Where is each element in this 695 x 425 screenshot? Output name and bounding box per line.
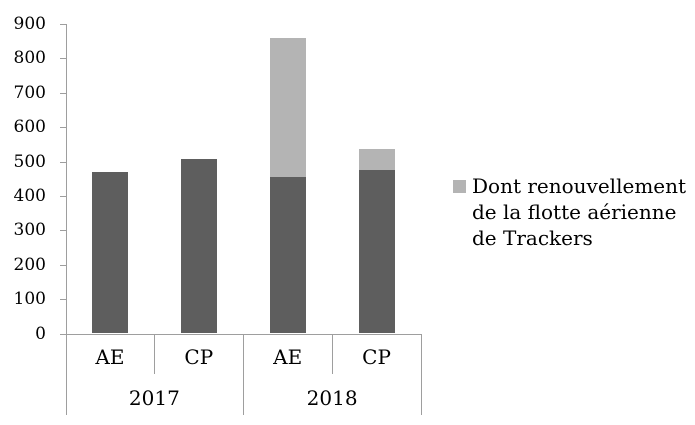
year-label: 2018 bbox=[306, 386, 358, 410]
legend-swatch bbox=[453, 180, 466, 193]
year-label: 2017 bbox=[128, 386, 180, 410]
category-separator-major bbox=[243, 333, 245, 415]
legend-line-1: Dont renouvellement bbox=[472, 174, 687, 198]
bar-segment-base bbox=[180, 158, 217, 334]
y-tick-label: 300 bbox=[13, 220, 46, 241]
bar-segment-base bbox=[91, 171, 128, 334]
category-label: CP bbox=[184, 345, 214, 369]
y-tick-mark bbox=[59, 264, 66, 266]
y-tick-mark bbox=[59, 24, 66, 25]
legend-line-2: de la flotte aérienne bbox=[472, 200, 677, 224]
y-tick-label: 900 bbox=[13, 14, 46, 34]
bar-segment-base bbox=[269, 177, 306, 334]
y-tick-label: 800 bbox=[13, 48, 46, 69]
y-tick-mark bbox=[59, 127, 66, 129]
category-separator-major bbox=[421, 333, 422, 415]
y-tick-label: 200 bbox=[13, 254, 46, 275]
category-label: AE bbox=[273, 345, 303, 369]
y-tick-mark bbox=[59, 299, 66, 301]
y-tick-label: 600 bbox=[13, 117, 46, 138]
y-tick-mark bbox=[59, 58, 66, 60]
y-tick-label: 0 bbox=[35, 323, 46, 344]
category-separator-minor bbox=[154, 333, 156, 374]
y-tick-mark bbox=[59, 161, 66, 163]
legend-label: Dont renouvellement de la flotte aérienn… bbox=[472, 173, 686, 251]
y-tick-label: 100 bbox=[13, 289, 46, 310]
y-tick-mark bbox=[59, 195, 66, 197]
bar-segment-trackers bbox=[358, 148, 395, 171]
y-tick-label: 500 bbox=[13, 151, 46, 172]
y-axis-line bbox=[65, 24, 67, 415]
y-tick-mark bbox=[59, 230, 66, 232]
x-axis-line bbox=[65, 333, 421, 335]
y-tick-mark bbox=[59, 333, 66, 335]
legend-line-3: de Trackers bbox=[472, 226, 593, 250]
category-separator-minor bbox=[332, 333, 334, 374]
legend: Dont renouvellement de la flotte aérienn… bbox=[453, 173, 686, 251]
y-tick-label: 700 bbox=[13, 82, 46, 103]
bar-segment-trackers bbox=[269, 38, 306, 178]
y-tick-mark bbox=[59, 92, 66, 94]
y-tick-label: 400 bbox=[13, 185, 46, 206]
category-label: CP bbox=[362, 345, 391, 369]
bar-segment-base bbox=[358, 170, 395, 334]
category-label: AE bbox=[95, 345, 125, 369]
